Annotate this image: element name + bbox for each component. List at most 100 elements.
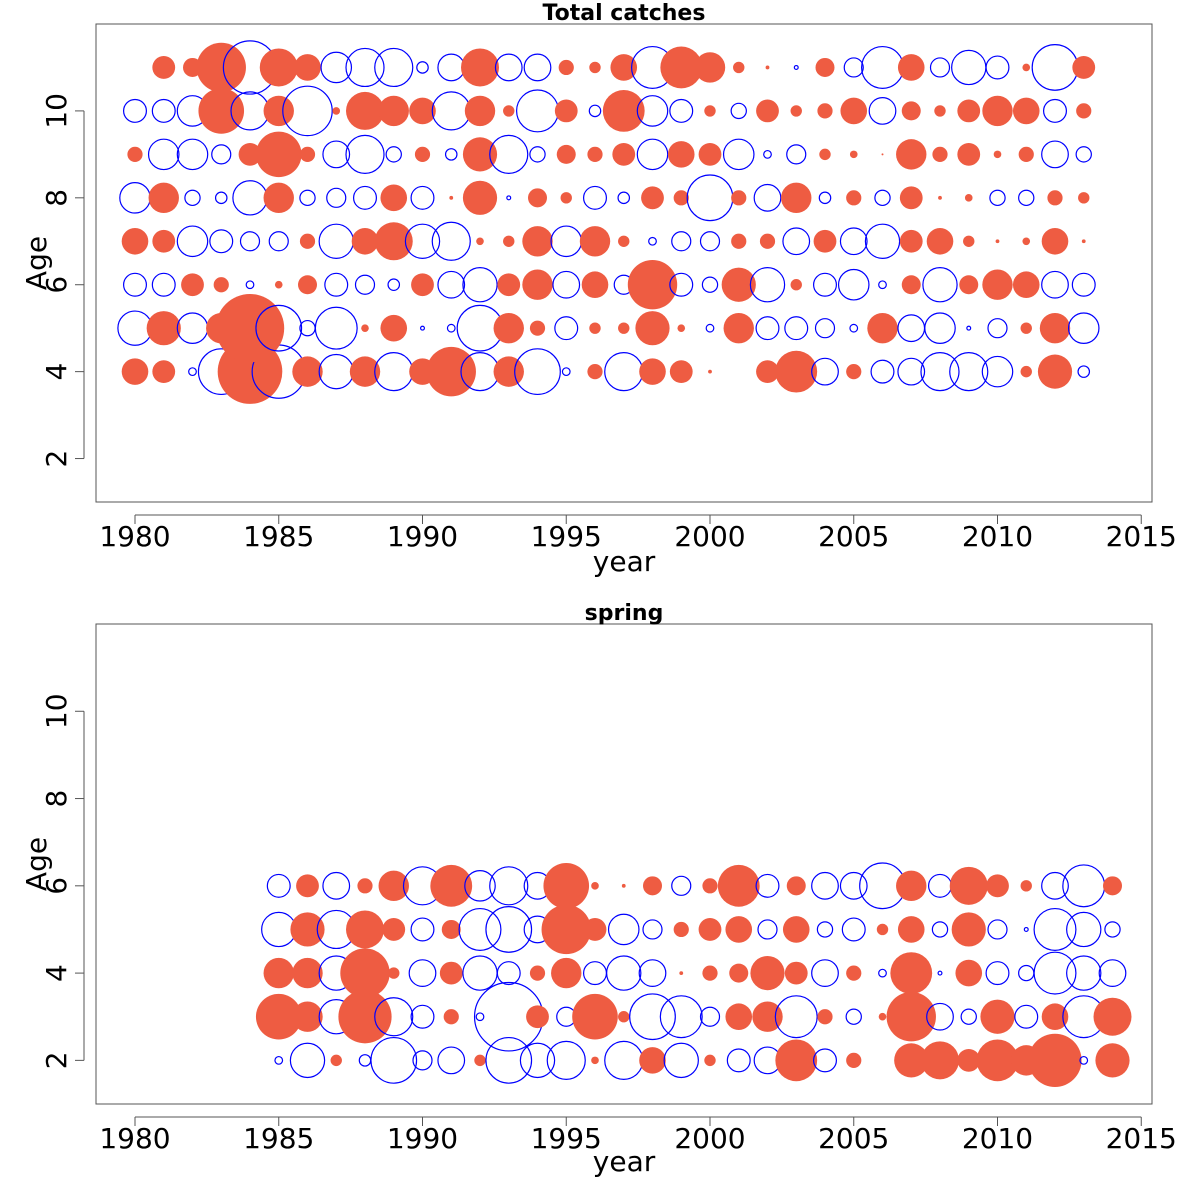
negative-residual-bubble [318,353,354,390]
negative-residual-bubble [437,270,466,299]
y-tick-label: 4 [40,363,73,381]
negative-residual-bubble [812,272,837,297]
positive-residual-bubble [543,863,590,909]
positive-residual-bubble [522,269,553,300]
positive-residual-bubble [374,222,413,261]
positive-residual-bubble [1093,997,1132,1036]
negative-residual-bubble [322,871,351,900]
negative-residual-bubble [774,995,818,1039]
positive-residual-bubble [589,61,601,74]
negative-residual-bubble [322,140,351,169]
positive-residual-bubble [1081,239,1086,244]
negative-residual-bubble [552,270,581,299]
negative-residual-bubble [811,871,839,900]
negative-residual-bubble [868,97,897,125]
positive-residual-bubble [733,61,745,74]
negative-residual-bubble [811,357,839,386]
negative-residual-bubble [582,961,607,986]
positive-residual-bubble [602,90,645,132]
negative-residual-bubble [987,318,1008,339]
negative-residual-bubble [701,276,719,293]
positive-residual-bubble [583,918,607,941]
positive-residual-bubble [556,144,576,164]
negative-residual-bubble [669,272,694,297]
positive-residual-bubble [815,57,835,77]
negative-residual-bubble [1066,911,1102,948]
panel-total-catches: Total catches 1980 1985 1990 1995 2000 2005 20… [20,1,1177,578]
negative-residual-bubble [318,223,354,259]
positive-residual-bubble [380,184,408,212]
y-tick-label: 10 [40,93,73,129]
positive-residual-bubble [255,993,302,1040]
positive-residual-bubble [1012,97,1040,125]
negative-residual-bubble [686,174,734,222]
positive-residual-bubble [993,150,1002,159]
negative-residual-bubble [607,913,640,946]
positive-residual-bubble [462,137,498,172]
bubble-layer [117,40,1100,404]
positive-residual-bubble [698,142,722,166]
positive-residual-bubble [1095,1043,1130,1078]
positive-residual-bubble [669,360,693,384]
negative-residual-bubble [1098,959,1127,987]
negative-residual-bubble [1023,926,1029,932]
negative-residual-bubble [636,138,669,171]
negative-residual-bubble [299,189,316,207]
positive-residual-bubble [639,358,666,385]
negative-residual-bubble [929,57,951,78]
positive-residual-bubble [725,916,753,943]
negative-residual-bubble [266,873,291,898]
negative-residual-bubble [841,917,866,942]
negative-residual-bubble [604,1040,644,1080]
negative-residual-bubble [561,367,571,377]
negative-residual-bubble [726,1048,751,1073]
positive-residual-bubble [572,993,618,1040]
negative-residual-bubble [1062,864,1106,908]
positive-residual-bubble [980,999,1015,1034]
negative-residual-bubble [981,355,1014,388]
positive-residual-bubble [899,186,923,210]
positive-residual-bubble [639,1047,666,1074]
positive-residual-bubble [378,870,409,902]
positive-residual-bubble [558,59,574,76]
positive-residual-bubble [901,275,921,295]
negative-residual-bubble [924,312,956,344]
positive-residual-bubble [1020,880,1032,892]
positive-residual-bubble [340,948,390,998]
negative-residual-bubble [489,866,529,906]
negative-residual-bubble [922,267,958,303]
positive-residual-bubble [526,1005,549,1029]
negative-residual-bubble [604,352,644,392]
positive-residual-bubble [921,1041,959,1080]
negative-residual-bubble [1066,955,1102,991]
positive-residual-bubble [846,965,862,981]
positive-residual-bubble [292,1001,323,1032]
positive-residual-bubble [1041,1003,1069,1031]
negative-residual-bubble [837,268,870,301]
positive-residual-bubble [382,918,406,941]
positive-residual-bubble [587,364,603,380]
negative-residual-bubble [494,53,523,82]
negative-residual-bubble [420,325,426,331]
positive-residual-bubble [181,273,204,297]
positive-residual-bubble [152,360,176,384]
negative-residual-bubble [176,312,209,344]
negative-residual-bubble [878,968,887,978]
positive-residual-bubble [721,267,756,302]
positive-residual-bubble [702,965,718,981]
negative-residual-bubble [444,148,458,161]
y-tick-label: 6 [40,877,73,895]
positive-residual-bubble [717,864,760,907]
negative-residual-bubble [966,325,972,331]
negative-residual-bubble [151,98,176,123]
positive-residual-bubble [817,1009,833,1025]
positive-residual-bubble [497,273,521,297]
panel-spring: spring 1980 1985 1990 1995 2000 2005 2010 2015 … [20,601,1177,1178]
negative-residual-bubble [753,183,782,212]
x-tick-label: 1985 [243,520,314,553]
negative-residual-bubble [949,352,989,392]
positive-residual-bubble [897,916,925,943]
positive-residual-bubble [1020,365,1032,378]
positive-residual-bubble [849,150,858,159]
positive-residual-bubble [121,227,149,255]
